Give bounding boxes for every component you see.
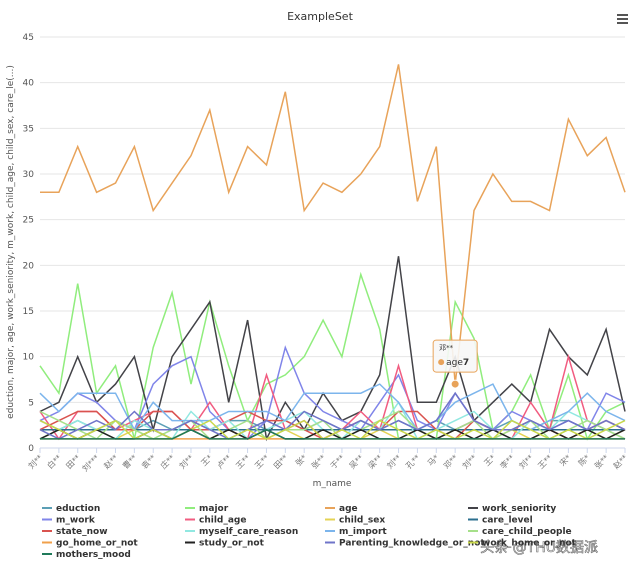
legend-label: major [199,504,229,514]
tooltip-header: 邓** [439,344,453,352]
menu-button[interactable] [617,14,628,24]
legend-item[interactable]: care_child_people [468,527,572,537]
legend-label: work_home_or_not [482,539,577,549]
legend-item[interactable]: study_or_not [185,539,265,549]
tooltip-series: age [446,358,463,368]
y-tick-label: 15 [23,307,34,317]
legend-label: care_child_people [482,527,572,537]
tooltip-value: 7 [463,358,469,368]
legend-item[interactable]: major [185,504,229,514]
legend-item[interactable]: care_level [468,516,533,526]
legend-label: eduction [56,504,100,514]
legend-item[interactable]: work_seniority [468,504,556,514]
y-tick-label: 35 [23,124,34,134]
legend-item[interactable]: go_home_or_not [42,539,138,549]
legend-label: state_now [56,527,108,537]
chart-title: ExampleSet [287,10,353,23]
y-tick-label: 5 [28,398,34,408]
watermark: 头条 @THU数据派 [480,539,598,556]
menu-bar [617,22,628,24]
y-tick-label: 25 [23,216,34,226]
series-line [39,419,626,440]
legend-label: work_seniority [482,504,556,514]
y-axis-label: eduction, major, age, work_seniority, m_… [6,65,16,419]
menu-bar [617,18,628,20]
y-tick-label: 45 [23,33,34,43]
legend-item[interactable]: myself_care_reason [185,527,298,537]
legend-item[interactable]: m_work [42,516,96,526]
legend-label: child_age [199,516,246,526]
tooltip-text: age7 [446,358,469,368]
legend-item[interactable]: work_home_or_not [468,539,577,549]
x-axis-label: m_name [313,479,352,489]
legend-label: care_level [482,516,533,526]
hover-marker [450,379,460,389]
legend-item[interactable]: child_age [185,516,246,526]
y-tick-label: 0 [28,444,34,454]
legend-label: myself_care_reason [199,527,298,537]
legend-label: study_or_not [199,539,265,549]
tooltip: 邓** age7 [432,339,478,373]
legend-label: mothers_mood [56,550,131,560]
legend-item[interactable]: mothers_mood [42,550,131,560]
series-line [40,64,626,385]
legend-item[interactable]: eduction [42,504,100,514]
legend-item[interactable]: Parenting_knowledge_or_not [325,539,485,549]
series-line [40,428,625,440]
y-tick-label: 40 [23,79,35,89]
series-line [39,391,626,440]
y-tick-label: 20 [23,261,35,271]
legend-label: m_work [56,516,96,526]
legend-label: go_home_or_not [56,539,138,549]
legend-label: age [339,504,358,514]
legend-label: Parenting_knowledge_or_not [339,539,485,549]
legend-item[interactable]: m_import [325,527,387,537]
tooltip-dot [438,359,445,366]
series-line [39,256,626,442]
y-tick-label: 30 [23,170,35,180]
legend-item[interactable]: state_now [42,527,108,537]
y-tick-label: 10 [23,353,35,363]
legend-label: child_sex [339,516,385,526]
legend-item[interactable]: child_sex [325,516,385,526]
legend-item[interactable]: age [325,504,358,514]
tooltip-box [432,339,478,373]
menu-bar [617,14,628,16]
legend-label: m_import [339,527,387,537]
